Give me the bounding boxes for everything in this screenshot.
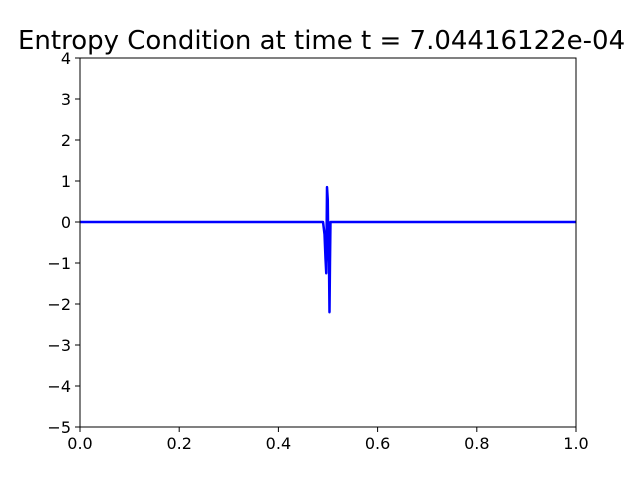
y-tick-label: 3 bbox=[61, 90, 71, 109]
chart-title: Entropy Condition at time t = 7.04416122… bbox=[18, 26, 625, 56]
axes-frame bbox=[79, 57, 577, 428]
x-tick-label: 0.6 bbox=[365, 434, 390, 453]
y-tick-label: 2 bbox=[61, 131, 71, 150]
x-tick-label: 1.0 bbox=[563, 434, 588, 453]
y-tick-label: 1 bbox=[61, 172, 71, 191]
y-tick-label: −3 bbox=[47, 336, 71, 355]
y-tick-label: 4 bbox=[61, 49, 71, 68]
axes-layer: 0.0 0.2 0.4 0.6 0.8 1.0 4 3 2 1 0 −1 −2 −3 −4 −5 bbox=[47, 49, 588, 453]
x-tick-label: 0.8 bbox=[464, 434, 489, 453]
y-tick-label: 0 bbox=[61, 213, 71, 232]
series-layer bbox=[80, 185, 576, 314]
series-line-0 bbox=[80, 185, 576, 314]
y-tick-label: −1 bbox=[47, 254, 71, 273]
y-tick-label: −2 bbox=[47, 295, 71, 314]
y-tick-label: −4 bbox=[47, 377, 71, 396]
x-tick-label: 0.2 bbox=[166, 434, 191, 453]
x-tick-label: 0.4 bbox=[266, 434, 291, 453]
y-tick-label: −5 bbox=[47, 418, 71, 437]
x-tick-label: 0.0 bbox=[67, 434, 92, 453]
